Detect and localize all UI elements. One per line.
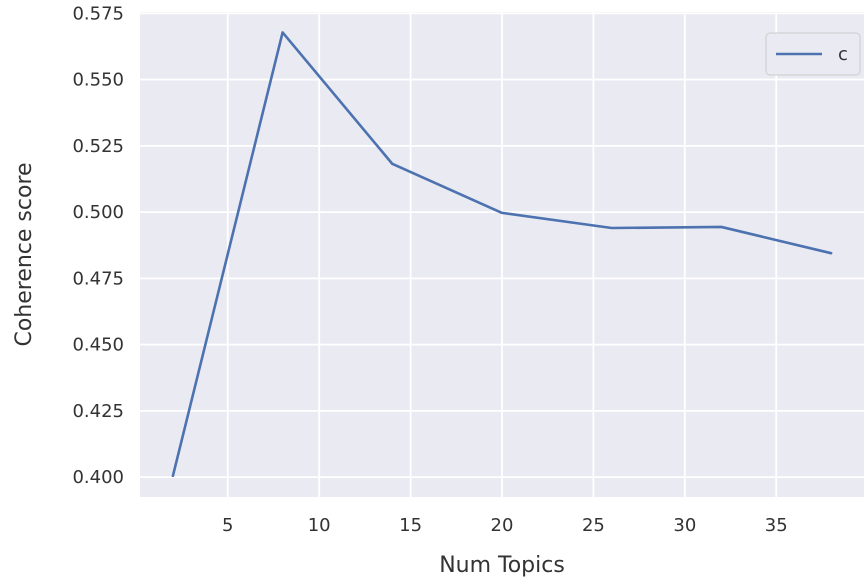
y-axis-label: Coherence score — [12, 162, 37, 346]
y-tick-label: 0.450 — [72, 335, 124, 356]
y-tick-label: 0.575 — [72, 3, 124, 24]
y-tick-label: 0.425 — [72, 401, 124, 422]
y-tick-label: 0.550 — [72, 70, 124, 91]
x-tick-label: 30 — [673, 515, 696, 536]
x-tick-label: 25 — [582, 515, 605, 536]
x-tick-label: 15 — [399, 515, 422, 536]
x-tick-label: 20 — [491, 515, 514, 536]
x-axis-label: Num Topics — [439, 553, 565, 578]
x-tick-label: 35 — [765, 515, 788, 536]
y-tick-label: 0.500 — [72, 202, 124, 223]
y-tick-labels: 0.400 0.425 0.450 0.475 0.500 0.525 0.550 0.575 — [72, 3, 124, 488]
legend-label: c — [838, 44, 848, 65]
y-tick-label: 0.400 — [72, 467, 124, 488]
y-tick-label: 0.525 — [72, 136, 124, 157]
x-tick-label: 5 — [222, 515, 233, 536]
grid-lines — [140, 12, 864, 497]
y-tick-label: 0.475 — [72, 268, 124, 289]
x-tick-labels: 5 10 15 20 25 30 35 — [222, 515, 788, 536]
series-layer — [171, 31, 833, 478]
legend: c — [765, 32, 861, 76]
x-tick-label: 10 — [308, 515, 331, 536]
